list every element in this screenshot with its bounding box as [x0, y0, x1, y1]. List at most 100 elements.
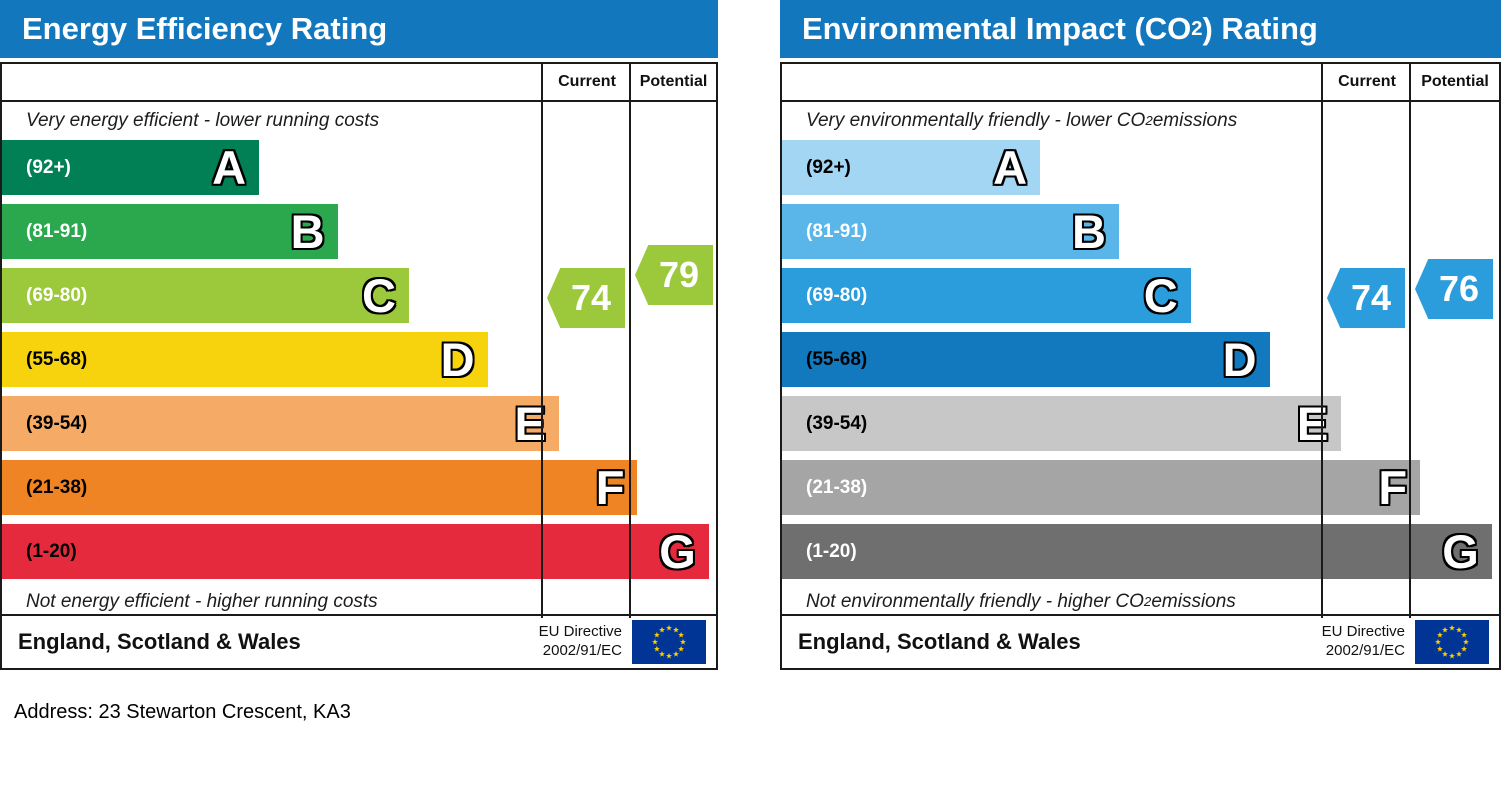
chart-footer: England, Scotland & Wales EU Directive 2…: [782, 616, 1499, 668]
eu-flag-icon: [1415, 620, 1489, 664]
band-range-label: (55-68): [806, 348, 868, 370]
band-row-b: (81-91) B: [782, 204, 1499, 259]
band-row-d: (55-68) D: [782, 332, 1499, 387]
band-letter: D: [1222, 333, 1257, 386]
band-bar-d: (55-68) D: [2, 332, 488, 387]
eu-flag-icon: [632, 620, 706, 664]
band-range-label: (92+): [806, 156, 851, 178]
caption-text: Very energy efficient - lower running co…: [26, 110, 380, 131]
potential-rating-arrow: 79: [635, 245, 713, 305]
directive-line1: EU Directive: [1321, 623, 1405, 641]
band-bar-b: (81-91) B: [782, 204, 1119, 259]
band-letter: A: [212, 141, 247, 194]
band-bar-g: (1-20) G: [2, 524, 709, 579]
directive-line2: 2002/91/EC: [1325, 642, 1405, 659]
band-bar-g: (1-20) G: [782, 524, 1492, 579]
band-letter: A: [993, 141, 1028, 194]
main-column-header: [782, 64, 1323, 100]
potential-column-header: Potential: [639, 73, 708, 90]
environmental-impact-chart: Environmental Impact (CO 2) Rating Curren…: [780, 0, 1501, 670]
caption-suffix: emissions: [1151, 591, 1236, 612]
band-letter: G: [659, 525, 696, 578]
band-range-label: (1-20): [806, 540, 857, 562]
band-bar-d: (55-68) D: [782, 332, 1270, 387]
title-text: Environmental Impact (CO: [802, 11, 1192, 46]
current-column-separator: [541, 64, 543, 618]
band-bar-f: (21-38) F: [2, 460, 638, 515]
band-letter: C: [1143, 269, 1178, 322]
band-row-a: (92+) A: [782, 140, 1499, 195]
band-row-c: (69-80) C: [782, 268, 1499, 323]
energy-chart-table: Current Potential Very energy efficient …: [0, 62, 718, 670]
band-bar-e: (39-54) E: [782, 396, 1342, 451]
environmental-chart-table: Current Potential Very environmentally f…: [780, 62, 1501, 670]
caption-text: Not environmentally friendly - higher CO: [806, 591, 1144, 612]
band-letter: E: [1296, 397, 1329, 450]
band-row-a: (92+) A: [2, 140, 716, 195]
energy-chart-title: Energy Efficiency Rating: [0, 0, 718, 58]
band-range-label: (81-91): [26, 220, 88, 242]
energy-bands-area: Very energy efficient - lower running co…: [2, 102, 716, 616]
band-bar-f: (21-38) F: [782, 460, 1421, 515]
column-header-row: Current Potential: [2, 64, 716, 100]
eu-directive-label: EU Directive 2002/91/EC: [1322, 623, 1405, 661]
band-bar-e: (39-54) E: [2, 396, 559, 451]
directive-line1: EU Directive: [538, 623, 622, 641]
band-range-label: (21-38): [26, 476, 88, 498]
top-caption: Very energy efficient - lower running co…: [2, 102, 716, 140]
band-row-f: (21-38) F: [2, 460, 716, 515]
potential-rating-value: 76: [1438, 268, 1480, 309]
caption-suffix: emissions: [1152, 110, 1238, 131]
band-range-label: (81-91): [806, 220, 868, 242]
directive-line2: 2002/91/EC: [542, 642, 622, 659]
band-range-label: (1-20): [26, 540, 77, 562]
current-column-header: Current: [558, 73, 616, 90]
environmental-bands-area: Very environmentally friendly - lower CO…: [782, 102, 1499, 616]
bottom-caption: Not environmentally friendly - higher CO…: [806, 591, 1236, 612]
current-rating-arrow: 74: [1327, 268, 1405, 328]
band-row-e: (39-54) E: [2, 396, 716, 451]
band-letter: G: [1442, 525, 1479, 578]
potential-column-separator: [1409, 64, 1411, 618]
band-bar-c: (69-80) C: [2, 268, 409, 323]
band-range-label: (92+): [26, 156, 71, 178]
band-row-c: (69-80) C: [2, 268, 716, 323]
current-rating-arrow: 74: [547, 268, 625, 328]
header-divider: [2, 100, 716, 102]
environmental-chart-title: Environmental Impact (CO 2) Rating: [780, 0, 1501, 58]
header-divider: [782, 100, 1499, 102]
band-letter: D: [440, 333, 475, 386]
main-column-header: [2, 64, 543, 100]
current-rating-value: 74: [570, 277, 612, 318]
address-text: Address: 23 Stewarton Crescent, KA3: [14, 701, 351, 723]
band-letter: B: [290, 205, 325, 258]
band-row-g: (1-20) G: [782, 524, 1499, 579]
band-bar-c: (69-80) C: [782, 268, 1191, 323]
band-range-label: (39-54): [806, 412, 868, 434]
region-label: England, Scotland & Wales: [798, 629, 1081, 654]
bottom-caption: Not energy efficient - higher running co…: [2, 588, 716, 616]
band-row-g: (1-20) G: [2, 524, 716, 579]
current-column-header: Current: [1338, 73, 1396, 90]
potential-rating-value: 79: [658, 254, 700, 295]
band-bar-a: (92+) A: [782, 140, 1041, 195]
title-text: Energy Efficiency Rating: [22, 11, 388, 46]
band-letter: B: [1072, 205, 1106, 258]
band-letter: C: [362, 269, 396, 322]
energy-efficiency-chart: Energy Efficiency Rating Current Potenti…: [0, 0, 718, 670]
band-row-e: (39-54) E: [782, 396, 1499, 451]
band-bar-b: (81-91) B: [2, 204, 338, 259]
column-header-row: Current Potential: [782, 64, 1499, 100]
title-suffix: ) Rating: [1202, 11, 1318, 46]
region-label: England, Scotland & Wales: [18, 629, 301, 654]
caption-text: Not energy efficient - higher running co…: [26, 591, 378, 612]
potential-column-header: Potential: [1421, 73, 1489, 90]
potential-column-separator: [629, 64, 631, 618]
band-range-label: (55-68): [26, 348, 88, 370]
caption-text: Very environmentally friendly - lower CO: [806, 110, 1146, 131]
current-rating-value: 74: [1350, 277, 1392, 318]
current-column-separator: [1321, 64, 1323, 618]
potential-rating-arrow: 76: [1415, 259, 1493, 319]
band-range-label: (21-38): [806, 476, 868, 498]
